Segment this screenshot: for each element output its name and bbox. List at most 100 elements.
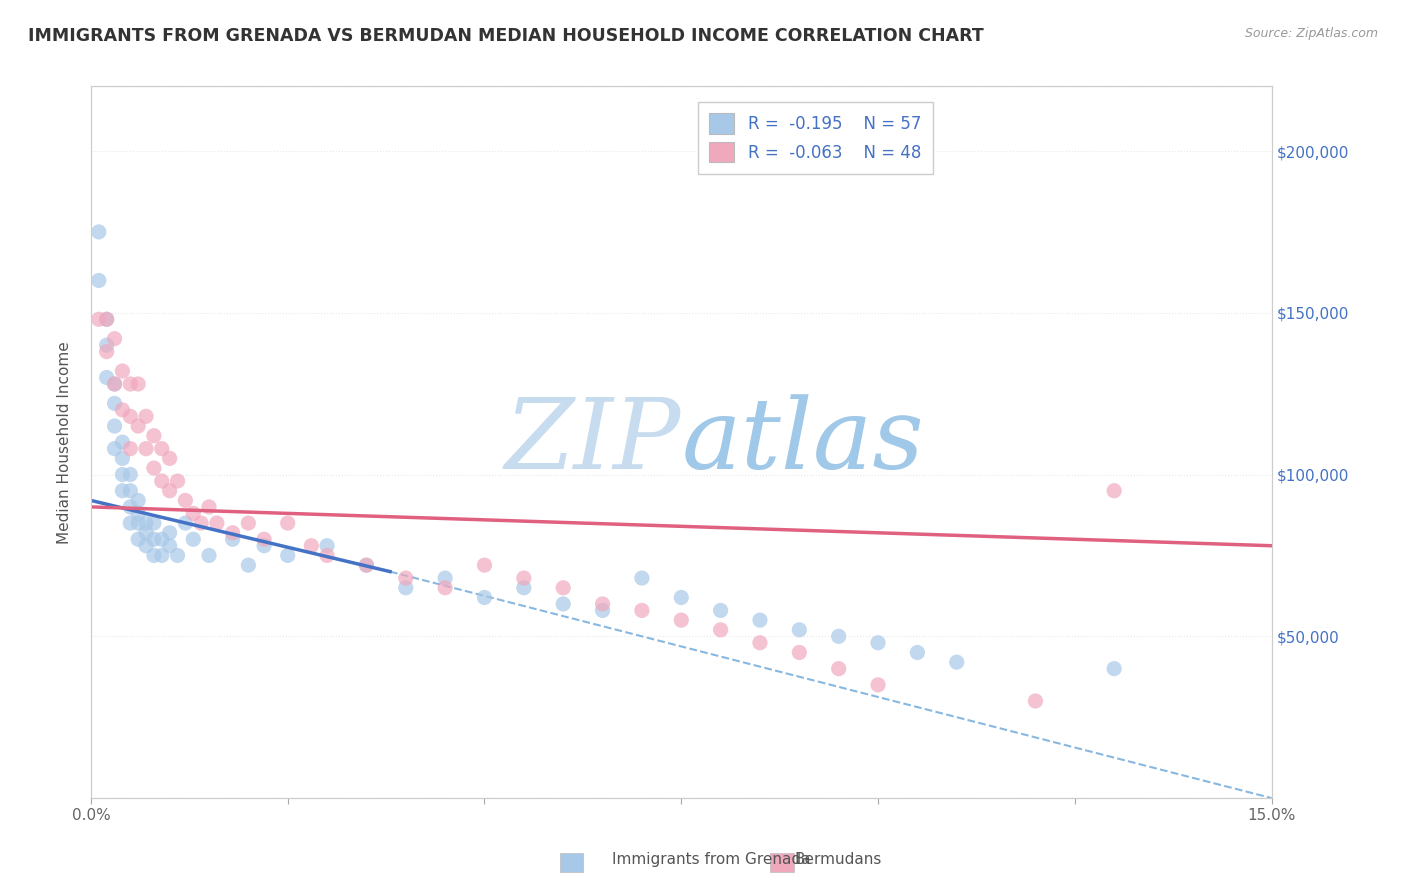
Point: [238, 516, 260, 530]
Point: [474, 558, 496, 573]
Point: [120, 467, 142, 482]
Point: [299, 539, 322, 553]
Text: ZIP: ZIP: [505, 394, 682, 490]
Point: [111, 364, 134, 378]
Point: [103, 442, 125, 456]
Point: [221, 525, 243, 540]
Point: [127, 376, 149, 391]
Point: [181, 533, 204, 547]
Point: [87, 225, 110, 239]
Point: [103, 419, 125, 434]
Point: [142, 549, 165, 563]
Point: [316, 549, 339, 563]
Point: [592, 597, 614, 611]
Point: [253, 539, 276, 553]
Point: [395, 581, 418, 595]
Point: [142, 461, 165, 475]
Point: [749, 636, 772, 650]
Point: [710, 603, 733, 617]
Point: [671, 591, 693, 605]
Point: [103, 396, 125, 410]
Legend: R =  -0.195    N = 57, R =  -0.063    N = 48: R = -0.195 N = 57, R = -0.063 N = 48: [697, 102, 932, 174]
Point: [181, 507, 204, 521]
Point: [135, 442, 157, 456]
Point: [356, 558, 378, 573]
Point: [866, 636, 889, 650]
Point: [789, 623, 811, 637]
Point: [96, 312, 118, 326]
Point: [174, 493, 197, 508]
Point: [127, 507, 149, 521]
Point: [198, 500, 221, 514]
Point: [945, 655, 967, 669]
Text: Source: ZipAtlas.com: Source: ZipAtlas.com: [1244, 27, 1378, 40]
Point: [434, 571, 457, 585]
Point: [1024, 694, 1046, 708]
Point: [827, 662, 849, 676]
Point: [96, 344, 118, 359]
Point: [174, 516, 197, 530]
Point: [135, 409, 157, 424]
Point: [150, 549, 173, 563]
Point: [111, 483, 134, 498]
Point: [671, 613, 693, 627]
Text: atlas: atlas: [682, 394, 924, 490]
Point: [111, 467, 134, 482]
Point: [827, 629, 849, 643]
Point: [1102, 662, 1125, 676]
Point: [277, 516, 299, 530]
Point: [120, 376, 142, 391]
Point: [120, 516, 142, 530]
Point: [127, 533, 149, 547]
Point: [120, 500, 142, 514]
Point: [127, 516, 149, 530]
Point: [120, 442, 142, 456]
Point: [789, 645, 811, 659]
Point: [150, 533, 173, 547]
Point: [159, 539, 181, 553]
Point: [103, 332, 125, 346]
Point: [142, 428, 165, 442]
Point: [166, 549, 188, 563]
Point: [553, 597, 575, 611]
Point: [120, 483, 142, 498]
Point: [513, 581, 536, 595]
Point: [159, 525, 181, 540]
Point: [96, 338, 118, 352]
Point: [127, 419, 149, 434]
Y-axis label: Median Household Income: Median Household Income: [58, 341, 72, 543]
Point: [103, 376, 125, 391]
Point: [277, 549, 299, 563]
Point: [96, 370, 118, 384]
Point: [631, 571, 654, 585]
Point: [111, 451, 134, 466]
Point: [159, 451, 181, 466]
Point: [135, 525, 157, 540]
Point: [198, 549, 221, 563]
Point: [159, 483, 181, 498]
Point: [190, 516, 212, 530]
Point: [87, 273, 110, 287]
Point: [253, 533, 276, 547]
Point: [395, 571, 418, 585]
Point: [120, 409, 142, 424]
Point: [87, 312, 110, 326]
Point: [111, 402, 134, 417]
Point: [474, 591, 496, 605]
Point: [316, 539, 339, 553]
Point: [150, 474, 173, 488]
Point: [513, 571, 536, 585]
Point: [221, 533, 243, 547]
Point: [96, 312, 118, 326]
Point: [103, 376, 125, 391]
Point: [205, 516, 228, 530]
Point: [142, 533, 165, 547]
Point: [749, 613, 772, 627]
Point: [111, 435, 134, 450]
Point: [1102, 483, 1125, 498]
Point: [553, 581, 575, 595]
Point: [905, 645, 928, 659]
Point: [238, 558, 260, 573]
Point: [710, 623, 733, 637]
Point: [631, 603, 654, 617]
